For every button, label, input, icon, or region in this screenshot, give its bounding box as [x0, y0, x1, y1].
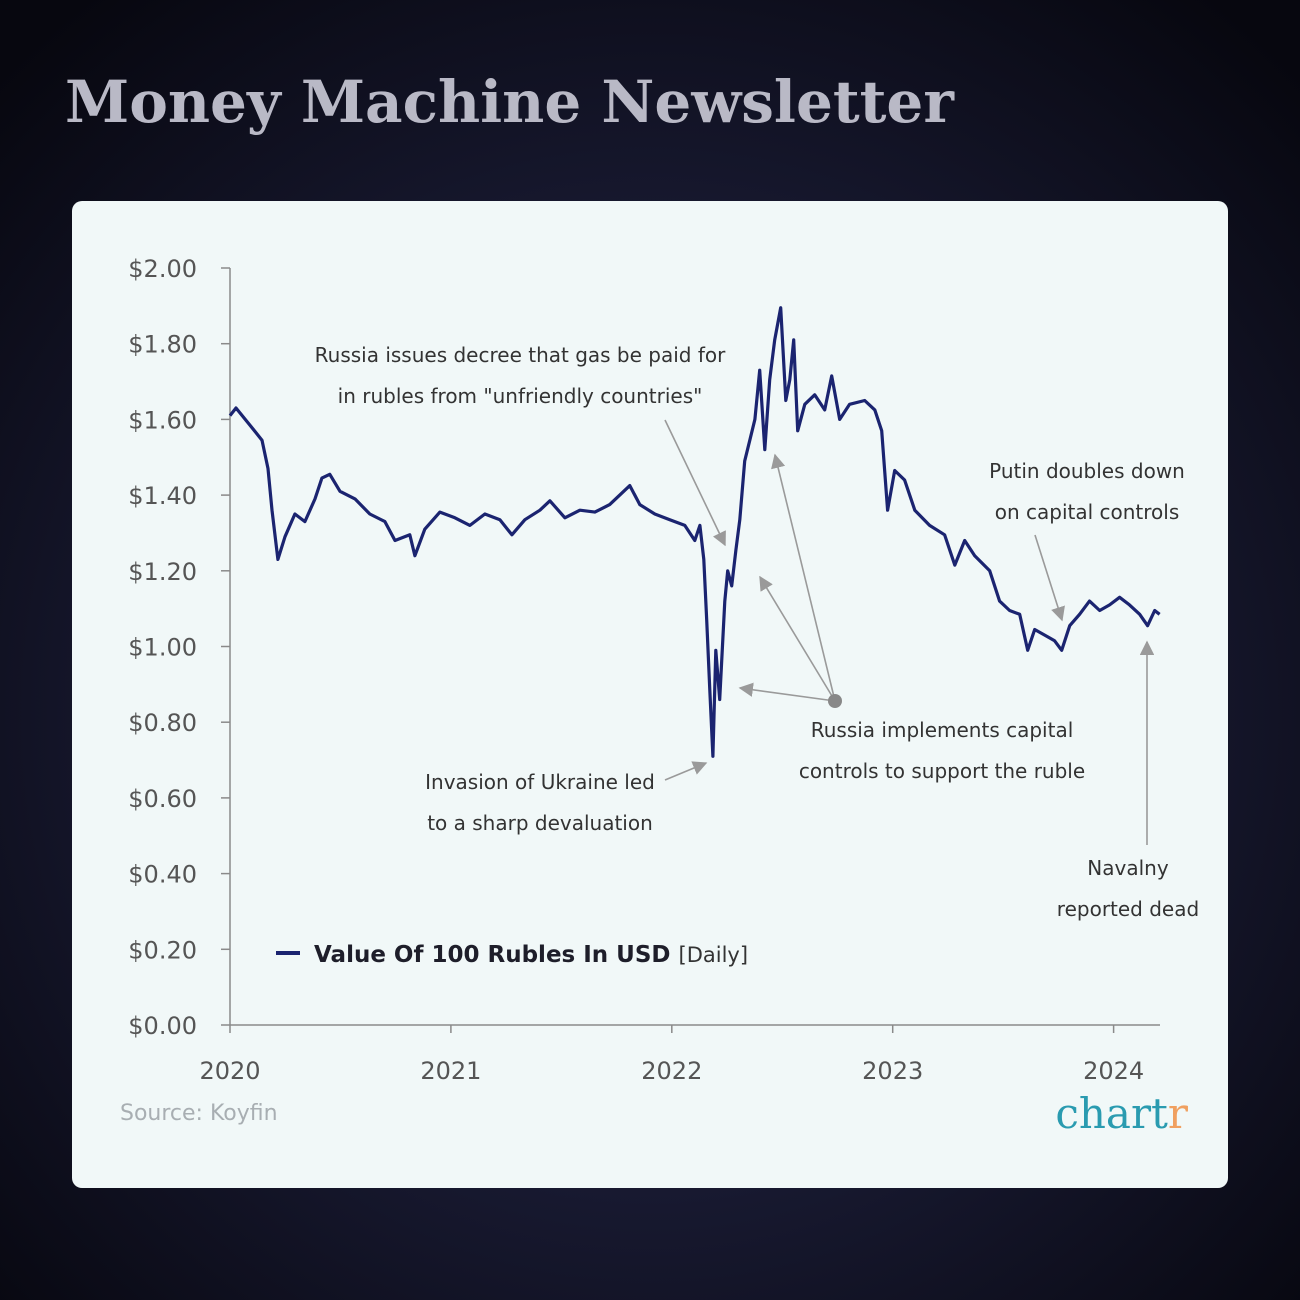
legend-frequency: [Daily] [679, 943, 749, 967]
annotation: Putin doubles down [989, 459, 1185, 483]
x-tick-label: 2024 [1083, 1057, 1144, 1085]
y-tick-label: $0.00 [128, 1012, 197, 1040]
annotation: to a sharp devaluation [427, 811, 653, 835]
source: Source: Koyfin [120, 1101, 278, 1126]
series-line [228, 306, 1161, 758]
annotation: reported dead [1057, 897, 1199, 921]
x-tick-label: 2020 [199, 1057, 260, 1085]
annotation: on capital controls [995, 500, 1180, 524]
arrow [759, 575, 836, 702]
x-tick-label: 2023 [862, 1057, 923, 1085]
logo-main: chart [1055, 1089, 1168, 1138]
annotation: controls to support the ruble [799, 759, 1085, 783]
arrow [664, 419, 726, 547]
annotation: Invasion of Ukraine led [425, 770, 655, 794]
x-tick-label: 2021 [420, 1057, 481, 1085]
y-tick-label: $1.40 [128, 482, 197, 510]
y-tick-label: $0.40 [128, 861, 197, 889]
annotation-arrows [664, 419, 1155, 845]
annotation: Russia implements capital [811, 718, 1074, 742]
arrow [738, 682, 836, 702]
card [72, 201, 1228, 1188]
arrow [664, 761, 708, 781]
y-tick-label: $0.60 [128, 785, 197, 813]
y-tick-label: $0.20 [128, 936, 197, 964]
page-title: Money Machine Newsletter [65, 68, 955, 136]
x-tick-label: 2022 [641, 1057, 702, 1085]
annotation: in rubles from "unfriendly countries" [338, 384, 703, 408]
y-tick-label: $0.80 [128, 709, 197, 737]
arrow [1034, 534, 1065, 622]
y-tick-label: $2.00 [128, 255, 197, 283]
y-tick-label: $1.00 [128, 634, 197, 662]
y-tick-label: $1.80 [128, 331, 197, 359]
arrow [771, 453, 836, 702]
y-tick-label: $1.20 [128, 558, 197, 586]
annotation: Russia issues decree that gas be paid fo… [315, 343, 726, 367]
logo-accent: r [1168, 1089, 1189, 1138]
y-tick-label: $1.60 [128, 406, 197, 434]
annotation: Navalny [1087, 856, 1169, 880]
logo: chartr [1055, 1089, 1189, 1138]
arrow-origin [828, 694, 842, 708]
legend-label: Value Of 100 Rubles In USD [314, 942, 671, 968]
